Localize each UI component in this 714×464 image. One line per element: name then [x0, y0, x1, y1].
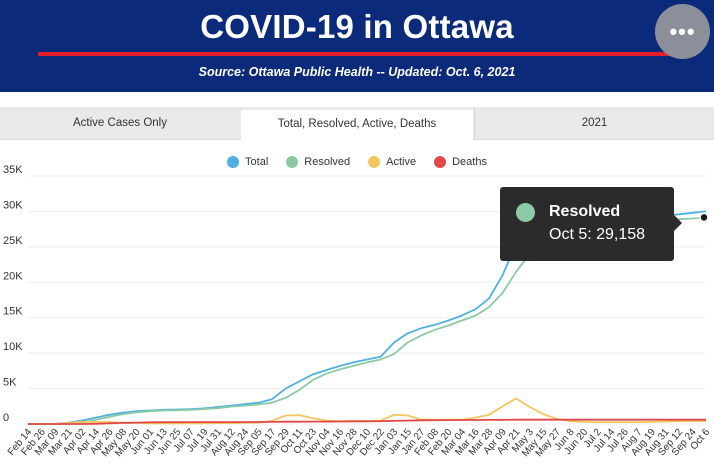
- tab-divider: [474, 107, 475, 139]
- legend-dot-icon: [227, 156, 240, 168]
- tab-2021[interactable]: 2021: [475, 107, 714, 139]
- legend-item-deaths[interactable]: Deaths: [434, 154, 487, 170]
- hover-point[interactable]: [699, 212, 709, 223]
- page-title: COVID-19 in Ottawa: [200, 8, 514, 45]
- tab-total-resolved-active-deaths[interactable]: Total, Resolved, Active, Deaths: [241, 110, 473, 140]
- tooltip-series-dot-icon: [516, 203, 535, 222]
- more-options-button[interactable]: •••: [655, 4, 710, 59]
- title-underline: [38, 52, 670, 56]
- legend-item-active[interactable]: Active: [368, 154, 416, 170]
- y-tick-label: 30K: [3, 199, 23, 211]
- chart-tabs: Active Cases Only Total, Resolved, Activ…: [0, 107, 714, 140]
- y-tick-label: 10K: [3, 341, 23, 353]
- chart-tooltip: Resolved Oct 5: 29,158: [500, 187, 682, 261]
- tooltip-series-name: Resolved: [549, 203, 621, 220]
- y-tick-label: 20K: [3, 270, 23, 282]
- tab-label: 2021: [581, 117, 608, 129]
- tooltip-value: Oct 5: 29,158: [549, 226, 646, 243]
- legend-dot-icon: [286, 156, 299, 168]
- source-subtitle: Source: Ottawa Public Health -- Updated:…: [198, 65, 516, 79]
- chart-legend: Total Resolved Active Deaths: [0, 154, 714, 170]
- y-tick-label: 0: [3, 412, 9, 424]
- tab-label: Active Cases Only: [73, 117, 167, 129]
- legend-label: Deaths: [452, 156, 487, 168]
- more-options-icon: •••: [669, 18, 696, 44]
- legend-item-resolved[interactable]: Resolved: [286, 154, 350, 170]
- legend-label: Total: [245, 156, 269, 168]
- legend-dot-icon: [434, 156, 447, 168]
- y-tick-label: 5K: [3, 377, 17, 389]
- legend-label: Resolved: [304, 156, 351, 168]
- tab-active-cases-only[interactable]: Active Cases Only: [0, 107, 240, 139]
- y-tick-label: 15K: [3, 306, 23, 318]
- y-tick-label: 35K: [3, 164, 23, 176]
- legend-item-total[interactable]: Total: [227, 154, 268, 170]
- y-tick-label: 25K: [3, 235, 23, 247]
- series-line-deaths[interactable]: [28, 418, 706, 425]
- tab-label: Total, Resolved, Active, Deaths: [277, 118, 437, 130]
- dashboard-header: COVID-19 in Ottawa Source: Ottawa Public…: [0, 0, 714, 92]
- legend-dot-icon: [368, 156, 381, 168]
- legend-label: Active: [386, 156, 417, 168]
